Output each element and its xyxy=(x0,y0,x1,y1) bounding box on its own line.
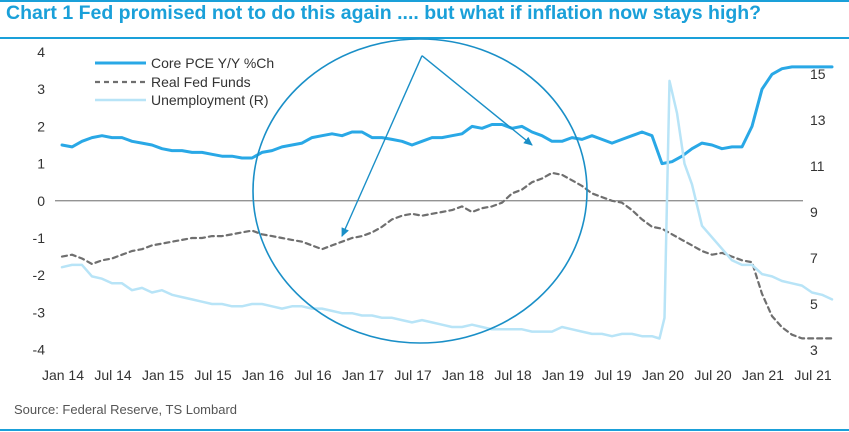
chart-title: Chart 1 Fed promised not to do this agai… xyxy=(6,2,762,24)
annotation-arrow-2 xyxy=(421,55,533,146)
right-tick-label: 7 xyxy=(810,250,818,266)
left-tick-label: 4 xyxy=(37,44,45,60)
legend-label-2: Real Fed Funds xyxy=(151,74,251,90)
x-tick-label: Jan 14 xyxy=(42,367,84,383)
left-tick-label: 3 xyxy=(37,81,45,97)
right-tick-label: 15 xyxy=(810,66,826,82)
x-tick-label: Jul 14 xyxy=(94,367,132,383)
x-tick-label: Jul 18 xyxy=(494,367,532,383)
legend: Core PCE Y/Y %Ch Real Fed Funds Unemployme… xyxy=(95,55,274,108)
left-tick-label: -1 xyxy=(33,230,46,246)
annotation-group xyxy=(252,38,588,344)
left-axis-ticks: 4 3 2 1 0 -1 -2 -3 -4 xyxy=(33,44,46,358)
x-tick-label: Jul 17 xyxy=(394,367,432,383)
right-tick-label: 9 xyxy=(810,204,818,220)
x-axis-ticks: Jan 14 Jul 14 Jan 15 Jul 15 Jan 16 Jul 16 Jan … xyxy=(42,367,832,383)
right-tick-label: 3 xyxy=(810,342,818,358)
right-tick-label: 13 xyxy=(810,112,826,128)
left-tick-label: 2 xyxy=(37,118,45,134)
x-tick-label: Jan 16 xyxy=(242,367,284,383)
x-tick-label: Jan 17 xyxy=(342,367,384,383)
series-line-2 xyxy=(60,171,834,340)
x-tick-label: Jul 15 xyxy=(194,367,232,383)
x-tick-label: Jan 19 xyxy=(542,367,584,383)
annotation-arrow-1 xyxy=(341,55,423,238)
title-underline xyxy=(0,37,849,39)
x-tick-label: Jul 19 xyxy=(594,367,632,383)
x-tick-label: Jan 15 xyxy=(142,367,184,383)
right-tick-label: 11 xyxy=(810,158,825,174)
left-tick-label: 1 xyxy=(37,156,45,172)
legend-label-3: Unemployment (R) xyxy=(151,92,268,108)
bottom-border xyxy=(0,429,849,431)
source-note: Source: Federal Reserve, TS Lombard xyxy=(14,402,238,417)
series-group xyxy=(60,65,834,340)
highlight-ellipse xyxy=(252,38,588,344)
x-tick-label: Jul 21 xyxy=(794,367,832,383)
top-border xyxy=(0,0,849,2)
left-tick-label: -2 xyxy=(33,267,46,283)
left-tick-label: -3 xyxy=(33,304,46,320)
x-tick-label: Jul 20 xyxy=(694,367,732,383)
right-tick-label: 5 xyxy=(810,296,818,312)
left-tick-label: -4 xyxy=(33,342,46,358)
x-tick-label: Jan 21 xyxy=(742,367,784,383)
left-tick-label: 0 xyxy=(37,193,45,209)
legend-label-1: Core PCE Y/Y %Ch xyxy=(151,55,274,71)
series-line-1 xyxy=(60,65,834,166)
x-tick-label: Jan 20 xyxy=(642,367,684,383)
x-tick-label: Jan 18 xyxy=(442,367,484,383)
series-line-3 xyxy=(60,79,834,340)
x-tick-label: Jul 16 xyxy=(294,367,332,383)
right-axis-ticks: 15 13 11 9 7 5 3 xyxy=(810,66,826,358)
